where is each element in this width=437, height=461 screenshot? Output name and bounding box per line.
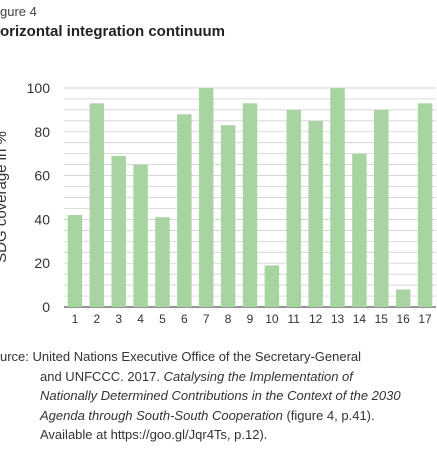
bar-2 (89, 103, 105, 307)
y-tick-labels: 0 20 40 60 80 100 (27, 80, 51, 315)
y-tick-label: 20 (34, 255, 50, 271)
x-tick-label: 17 (418, 312, 432, 326)
figure-label: gure 4 (0, 4, 37, 19)
bar-8 (220, 125, 236, 307)
bar-15 (374, 109, 389, 308)
x-tick-label: 10 (265, 312, 279, 326)
source-line-4: Agenda through South-South Cooperation (… (0, 406, 437, 426)
bar-14 (352, 153, 367, 307)
bar-chart: SDG coverage in % 0 20 40 60 80 100 12 3 4 5 6 7 8 9… (0, 80, 436, 326)
bars (67, 88, 433, 308)
y-tick-label: 40 (34, 211, 50, 227)
bar-3 (111, 155, 126, 307)
x-tick-label: 7 (203, 312, 210, 326)
source-line-4-text: (figure 4, p.41). (282, 407, 375, 423)
bar-10 (264, 265, 280, 307)
x-tick-label: 1 (72, 312, 79, 326)
x-tick-label: 6 (181, 312, 188, 326)
bar-12 (308, 120, 323, 307)
x-tick-label: 8 (225, 312, 232, 326)
x-tick-label: 15 (375, 312, 389, 326)
x-tick-label: 16 (396, 312, 410, 326)
bar-6 (177, 114, 192, 307)
x-tick-labels: 1 2 3 4 5 6 7 8 9 10 11 12 13 14 15 16 17 (72, 312, 432, 326)
bar-5 (155, 217, 170, 307)
x-tick-label: 12 (309, 312, 323, 326)
source-line-3: Nationally Determined Contributions in t… (0, 386, 437, 406)
source-line-2-text: and UNFCCC. 2017. (40, 368, 164, 384)
x-tick-label: 4 (137, 312, 144, 326)
bar-16 (395, 289, 411, 307)
source-line-3-italic: Nationally Determined Contributions in t… (40, 388, 401, 403)
bar-4 (133, 164, 148, 307)
x-tick-label: 2 (93, 312, 100, 326)
y-tick-label: 0 (42, 299, 50, 315)
source-line-2: and UNFCCC. 2017. Catalysing the Impleme… (0, 367, 437, 387)
bar-1 (67, 215, 83, 307)
source-line-4-italic: Agenda through South-South Cooperation (40, 407, 283, 423)
y-tick-label: 60 (34, 168, 50, 184)
x-tick-label: 13 (331, 312, 345, 326)
x-tick-label: 11 (288, 312, 301, 326)
figure-title: orizontal integration continuum (0, 23, 225, 40)
x-tick-label: 9 (247, 312, 254, 326)
bar-9 (242, 103, 258, 307)
y-tick-label: 100 (27, 80, 51, 96)
source-note: urce: United Nations Executive Office of… (0, 347, 437, 445)
bar-7 (198, 88, 214, 307)
source-line-2-italic: Catalysing the Implementation of (163, 368, 353, 384)
bar-11 (286, 109, 302, 308)
bar-13 (330, 88, 345, 307)
y-tick-label: 80 (34, 124, 50, 140)
source-line-5: Available at https://goo.gl/Jqr4Ts, p.12… (40, 427, 268, 442)
source-line-1: urce: United Nations Executive Office of… (0, 349, 362, 364)
y-axis-label: SDG coverage in % (0, 131, 10, 263)
bar-17 (417, 103, 433, 307)
x-tick-label: 14 (353, 312, 367, 326)
x-tick-label: 5 (159, 312, 166, 326)
x-tick-label: 3 (115, 312, 122, 326)
